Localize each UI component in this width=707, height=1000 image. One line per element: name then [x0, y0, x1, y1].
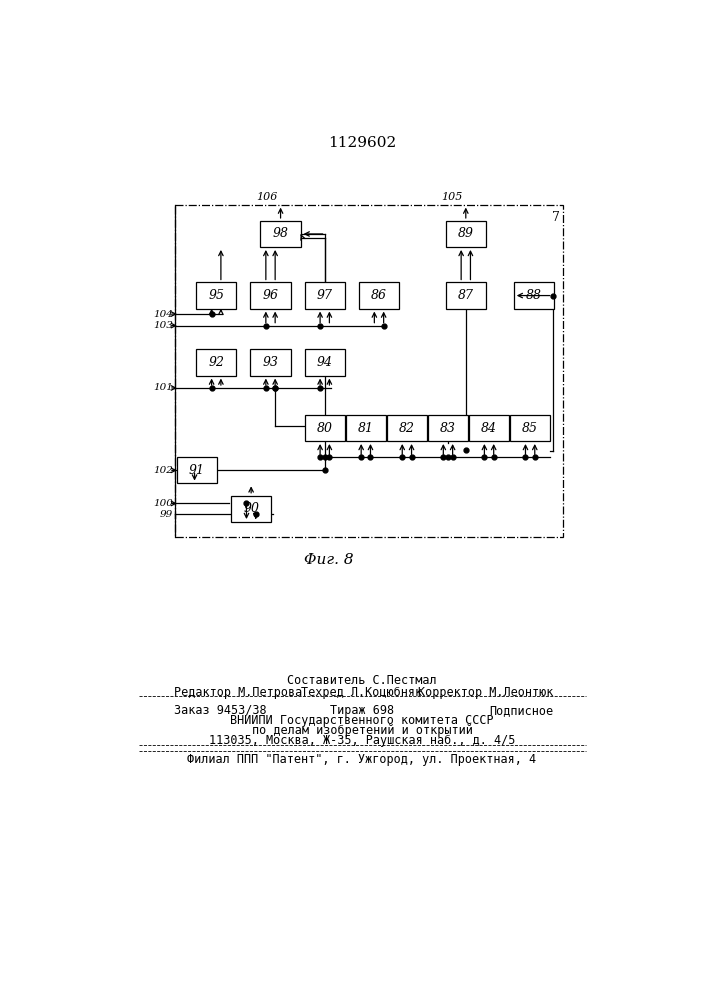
- Bar: [359, 282, 399, 309]
- Text: 105: 105: [441, 192, 462, 202]
- Text: Техред Л.Коцюбняк: Техред Л.Коцюбняк: [301, 686, 423, 699]
- Bar: [177, 457, 217, 483]
- Text: ВНИИПИ Государственного комитета СССР: ВНИИПИ Государственного комитета СССР: [230, 714, 493, 727]
- Bar: [305, 415, 345, 441]
- Text: 82: 82: [399, 422, 415, 434]
- Text: 100: 100: [153, 499, 173, 508]
- Bar: [514, 282, 554, 309]
- Text: 101: 101: [153, 383, 173, 392]
- Text: Заказ 9453/38: Заказ 9453/38: [174, 704, 267, 717]
- Text: 99: 99: [160, 510, 173, 519]
- Text: 97: 97: [317, 289, 333, 302]
- Text: 84: 84: [481, 422, 497, 434]
- Text: 102: 102: [153, 466, 173, 475]
- Bar: [445, 282, 486, 309]
- Bar: [469, 415, 509, 441]
- Text: 81: 81: [358, 422, 374, 434]
- Bar: [250, 282, 291, 309]
- Text: 87: 87: [458, 289, 474, 302]
- Bar: [196, 282, 236, 309]
- Text: 7: 7: [552, 211, 561, 224]
- Bar: [510, 415, 550, 441]
- Text: Тираж 698: Тираж 698: [330, 704, 394, 717]
- Text: Φиг. 8: Φиг. 8: [304, 553, 354, 567]
- Text: 96: 96: [262, 289, 279, 302]
- Text: 90: 90: [243, 502, 259, 515]
- Text: Редактор М.Петрова: Редактор М.Петрова: [174, 686, 302, 699]
- Text: 86: 86: [371, 289, 387, 302]
- Bar: [196, 349, 236, 376]
- Text: 89: 89: [458, 227, 474, 240]
- Text: 104: 104: [153, 310, 173, 319]
- Text: 80: 80: [317, 422, 333, 434]
- Text: 1129602: 1129602: [328, 136, 396, 150]
- Bar: [387, 415, 427, 441]
- Bar: [260, 221, 300, 247]
- Text: Корректор М.Леонтюк: Корректор М.Леонтюк: [418, 686, 554, 699]
- Text: 92: 92: [209, 356, 224, 369]
- Text: Подписное: Подписное: [489, 704, 554, 717]
- Text: 91: 91: [189, 464, 205, 477]
- Text: 106: 106: [256, 192, 277, 202]
- Bar: [250, 349, 291, 376]
- Bar: [428, 415, 468, 441]
- Bar: [305, 282, 345, 309]
- Text: 85: 85: [522, 422, 538, 434]
- Bar: [445, 221, 486, 247]
- Text: 98: 98: [273, 227, 288, 240]
- Text: 83: 83: [440, 422, 456, 434]
- Text: 94: 94: [317, 356, 333, 369]
- Bar: [175, 205, 563, 537]
- Text: 113035, Москва, Ж-35, Раушская наб., д. 4/5: 113035, Москва, Ж-35, Раушская наб., д. …: [209, 734, 515, 747]
- Text: по делам изобретений и открытий: по делам изобретений и открытий: [252, 724, 472, 737]
- Text: 103: 103: [153, 321, 173, 330]
- Bar: [305, 349, 345, 376]
- Bar: [346, 415, 386, 441]
- Bar: [231, 496, 271, 522]
- Text: Филиал ППП "Патент", г. Ужгород, ул. Проектная, 4: Филиал ППП "Патент", г. Ужгород, ул. Про…: [187, 753, 537, 766]
- Text: Составитель С.Пестмал: Составитель С.Пестмал: [287, 674, 437, 687]
- Text: 93: 93: [262, 356, 279, 369]
- Text: 88: 88: [526, 289, 542, 302]
- Text: 95: 95: [209, 289, 224, 302]
